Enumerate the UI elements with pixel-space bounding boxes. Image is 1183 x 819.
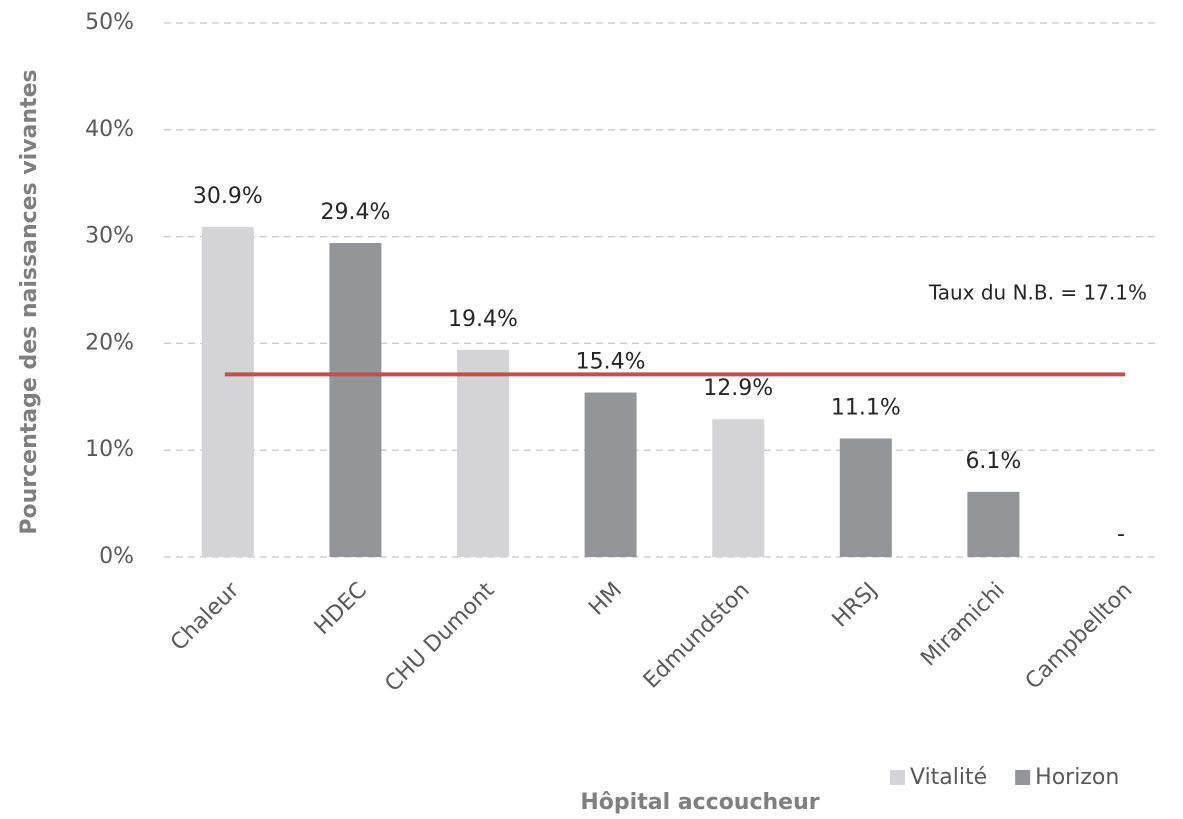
y-tick-label: 10% [85,437,134,462]
x-tick-label: HM [584,578,627,621]
legend-label: Horizon [1035,765,1119,790]
x-tick-label: HRSJ [828,578,883,633]
bar [201,226,254,557]
bar [712,419,765,557]
y-axis-title: Pourcentage des naissances vivantes [17,69,42,534]
y-tick-label: 50% [85,10,134,35]
x-tick-label: HDEC [310,578,372,640]
data-label: 30.9% [193,184,263,209]
x-tick-label: Miramichi [916,578,1010,672]
x-tick-label: Chaleur [166,577,245,656]
x-tick-label: CHU Dumont [380,578,499,697]
y-tick-label: 40% [85,117,134,142]
data-label: 15.4% [576,350,646,375]
legend-label: Vitalité [910,765,987,790]
y-tick-label: 0% [99,544,134,569]
bar [457,349,509,557]
data-label: - [1117,522,1125,547]
x-tick-label: Campbellton [1021,578,1138,695]
data-label: 11.1% [831,395,901,420]
bar [967,491,1020,557]
reference-label: Taux du N.B. = 17.1% [928,281,1147,305]
legend-swatch [1015,770,1031,785]
bar [584,392,637,557]
bar [839,438,892,557]
bar [329,243,382,557]
data-label: 29.4% [320,200,390,225]
y-tick-label: 20% [85,330,134,355]
data-label: 19.4% [448,307,518,332]
data-label: 6.1% [965,449,1021,474]
legend-swatch [890,770,905,785]
y-tick-label: 30% [85,224,134,249]
x-tick-label: Edmundston [639,578,755,694]
x-axis-title: Hôpital accoucheur [580,790,819,815]
data-label: 12.9% [703,376,773,401]
